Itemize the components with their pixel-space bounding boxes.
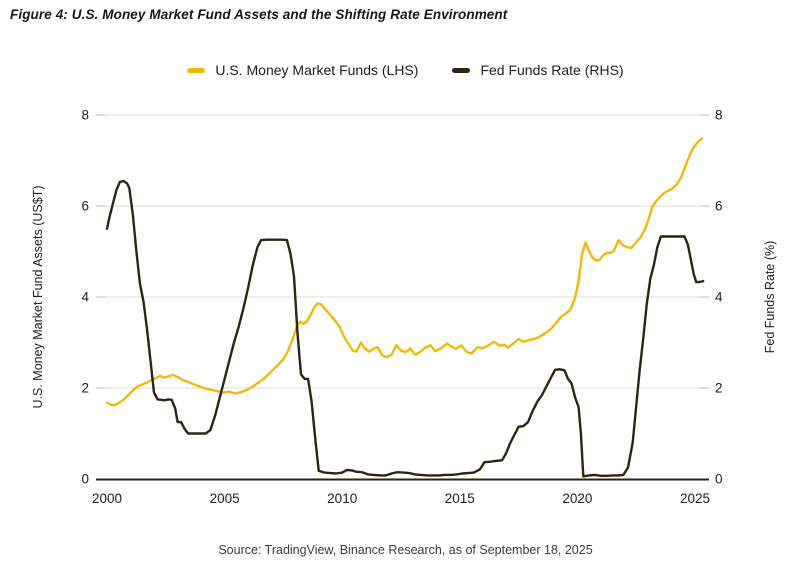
left-axis-tick-label: 4 (81, 290, 89, 305)
series-line-money-market-funds (105, 137, 704, 407)
left-axis-tick-label: 6 (81, 199, 89, 214)
right-axis-tick-label: 8 (715, 108, 723, 123)
right-axis-tick-label: 6 (715, 199, 723, 214)
x-axis-tick-label: 2005 (210, 491, 240, 506)
left-axis-tick-label: 2 (81, 381, 89, 396)
legend-item-fed-funds-rate: Fed Funds Rate (RHS) (452, 62, 624, 78)
right-axis-tick-label: 2 (715, 381, 723, 396)
legend-item-money-market-funds: U.S. Money Market Funds (LHS) (187, 62, 418, 78)
left-axis-tick-label: 0 (81, 472, 89, 487)
figure-title: Figure 4: U.S. Money Market Fund Assets … (10, 7, 508, 22)
legend-swatch-money-market-funds (187, 67, 206, 73)
x-axis-tick-label: 2010 (327, 491, 357, 506)
x-axis-tick-label: 2020 (562, 491, 592, 506)
chart-legend: U.S. Money Market Funds (LHS) Fed Funds … (0, 62, 811, 78)
x-axis-tick-label: 2025 (680, 491, 710, 506)
legend-label-fed-funds-rate: Fed Funds Rate (RHS) (480, 62, 624, 78)
right-axis-tick-label: 4 (715, 290, 723, 305)
series-line-fed-funds-rate (105, 179, 705, 478)
legend-label-money-market-funds: U.S. Money Market Funds (LHS) (215, 62, 419, 78)
x-axis-tick-label: 2000 (92, 491, 122, 506)
legend-swatch-fed-funds-rate (452, 67, 471, 73)
right-axis-tick-label: 0 (715, 472, 723, 487)
left-axis-tick-label: 8 (81, 108, 89, 123)
x-axis-tick-label: 2015 (445, 491, 475, 506)
source-caption: Source: TradingView, Binance Research, a… (218, 543, 593, 557)
